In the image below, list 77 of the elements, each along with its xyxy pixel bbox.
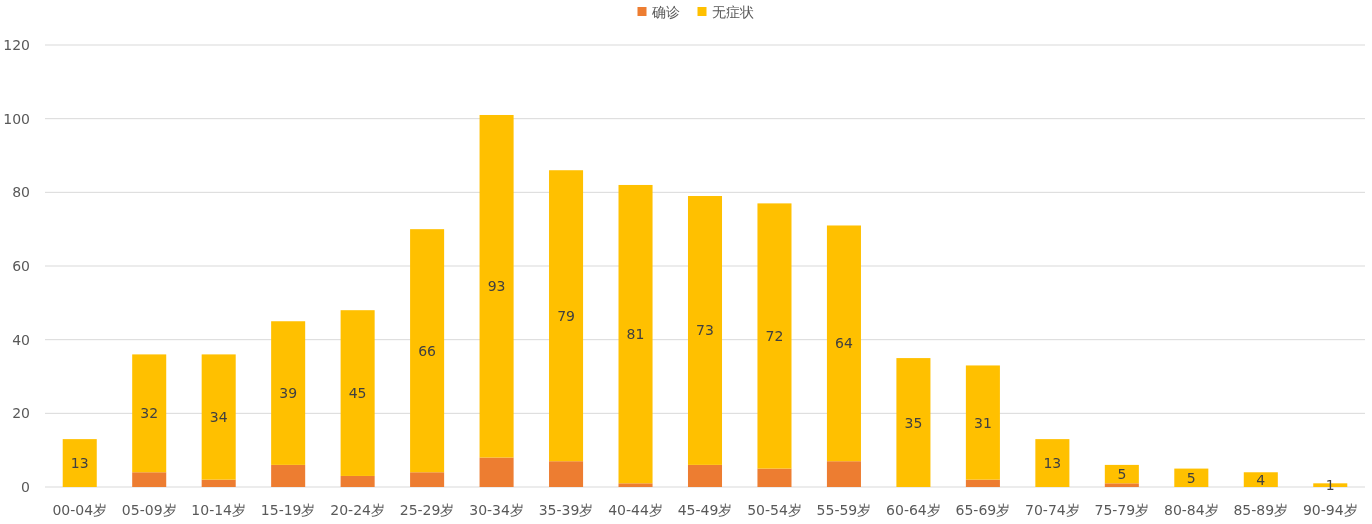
bar	[1243, 472, 1278, 487]
x-tick-label: 30-34岁	[469, 502, 524, 518]
bar	[687, 464, 723, 487]
y-tick-label: 100	[3, 110, 30, 127]
legend-label: 无症状	[711, 4, 754, 20]
bar	[549, 170, 584, 462]
x-tick-label: 45-49岁	[677, 502, 733, 518]
bar	[271, 321, 306, 465]
data-label: 5	[1117, 466, 1127, 483]
data-label: 81	[626, 326, 645, 343]
x-tick-label: 60-64岁	[886, 502, 941, 518]
bar	[618, 184, 653, 484]
bar	[896, 358, 931, 487]
x-tick-label: 80-84岁	[1163, 502, 1219, 518]
y-tick-label: 80	[12, 184, 30, 201]
data-label: 5	[1186, 469, 1196, 486]
x-tick-label: 20-24岁	[330, 502, 385, 518]
data-label: 13	[70, 455, 89, 472]
bar	[618, 483, 653, 487]
y-tick-label: 40	[12, 331, 30, 348]
data-label: 32	[140, 405, 159, 422]
bar	[132, 472, 167, 487]
bar	[62, 439, 97, 487]
bar	[479, 114, 514, 458]
x-tick-label: 05-09岁	[121, 502, 177, 518]
bar	[1174, 468, 1209, 487]
x-tick-label: 90-94岁	[1302, 502, 1358, 518]
x-tick-label: 75-79岁	[1094, 502, 1150, 518]
data-label: 66	[418, 342, 437, 359]
bar	[965, 479, 1000, 487]
x-tick-label: 50-54岁	[747, 502, 802, 518]
bar	[965, 365, 1000, 480]
bar	[479, 457, 514, 487]
bar	[1104, 464, 1139, 484]
bar	[1035, 439, 1070, 487]
data-label: 4	[1256, 471, 1266, 488]
y-tick-label: 60	[12, 258, 30, 274]
bar	[757, 468, 792, 487]
data-label: 31	[973, 414, 992, 431]
y-tick-label: 0	[21, 479, 30, 495]
x-tick-label: 40-44岁	[608, 502, 663, 518]
y-tick-label: 20	[12, 405, 30, 422]
data-label: 34	[209, 409, 228, 426]
bar	[410, 229, 445, 473]
bar	[826, 225, 861, 462]
data-label: 39	[279, 385, 298, 402]
bar	[757, 203, 792, 469]
y-tick-label: 120	[3, 37, 30, 53]
data-label: 79	[557, 307, 575, 324]
data-label: 73	[696, 322, 714, 339]
bar	[201, 354, 236, 480]
x-tick-label: 25-29岁	[399, 502, 455, 518]
bar	[410, 472, 445, 487]
data-label: 35	[904, 414, 923, 431]
bar	[271, 464, 306, 487]
x-tick-label: 35-39岁	[538, 502, 594, 518]
bar	[201, 479, 236, 487]
x-tick-label: 00-04岁	[52, 502, 108, 518]
bar	[132, 354, 167, 473]
legend-label: 确诊	[650, 4, 680, 20]
x-tick-label: 10-14岁	[191, 502, 247, 518]
data-label: 93	[487, 278, 506, 295]
data-label: 45	[348, 385, 367, 402]
x-tick-label: 65-69岁	[955, 502, 1011, 518]
data-label: 64	[835, 335, 853, 352]
x-tick-label: 55-59岁	[816, 502, 872, 518]
data-label: 13	[1043, 455, 1062, 472]
x-tick-label: 15-19岁	[260, 502, 316, 518]
bar	[340, 475, 375, 487]
bar	[549, 461, 584, 487]
x-tick-label: 85-89岁	[1233, 502, 1289, 518]
bar	[826, 461, 861, 487]
data-label: 72	[765, 327, 784, 344]
bar	[340, 310, 375, 476]
x-tick-label: 70-74岁	[1025, 502, 1080, 518]
bar	[1104, 483, 1139, 487]
bar	[687, 196, 723, 465]
